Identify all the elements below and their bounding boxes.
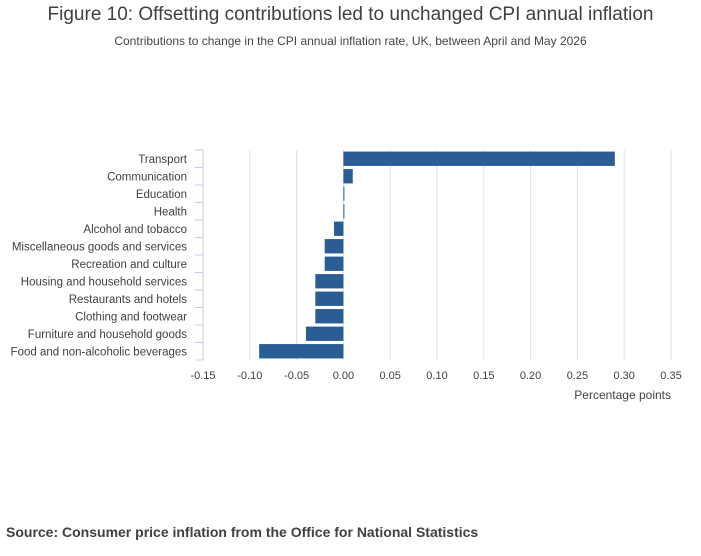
bar (343, 169, 353, 184)
category-label: Furniture and household goods (28, 329, 187, 341)
category-label: Miscellaneous goods and services (12, 241, 187, 253)
x-tick-label: 0.10 (426, 370, 447, 382)
category-label: Alcohol and tobacco (83, 224, 187, 236)
bar (315, 291, 344, 306)
x-tick-label: 0.00 (333, 370, 354, 382)
chart-title: Figure 10: Offsetting contributions led … (47, 4, 654, 25)
category-label: Food and non-alcoholic beverages (11, 346, 188, 358)
bar (259, 344, 344, 359)
bar (343, 151, 615, 166)
category-label: Restaurants and hotels (69, 294, 188, 306)
chart-subtitle: Contributions to change in the CPI annua… (114, 34, 587, 48)
x-tick-label: -0.05 (284, 370, 309, 382)
category-label: Recreation and culture (71, 259, 187, 271)
x-tick-label: 0.05 (379, 370, 400, 382)
category-label: Communication (107, 171, 187, 183)
x-tick-label: 0.35 (660, 370, 681, 382)
x-tick-label: 0.15 (473, 370, 494, 382)
bar (305, 326, 344, 341)
bar (315, 309, 344, 324)
bar (343, 186, 345, 201)
x-tick-label: -0.10 (237, 370, 262, 382)
bar (324, 239, 344, 254)
category-label: Clothing and footwear (75, 311, 187, 323)
source-label: Source: (6, 524, 59, 540)
bar (334, 221, 344, 236)
category-label: Housing and household services (21, 276, 187, 288)
bar (343, 204, 345, 219)
bar (315, 274, 344, 289)
x-tick-label: 0.30 (613, 370, 634, 382)
source-text: Consumer price inflation from the Office… (62, 524, 479, 540)
x-tick-label: -0.15 (190, 370, 215, 382)
x-axis-title: Percentage points (574, 388, 671, 402)
category-label: Education (136, 189, 187, 201)
x-tick-label: 0.20 (520, 370, 541, 382)
source-note: Source: Consumer price inflation from th… (6, 524, 478, 540)
x-tick-label: 0.25 (567, 370, 588, 382)
bar (324, 256, 344, 271)
category-label: Transport (138, 154, 188, 166)
category-label: Health (154, 206, 187, 218)
